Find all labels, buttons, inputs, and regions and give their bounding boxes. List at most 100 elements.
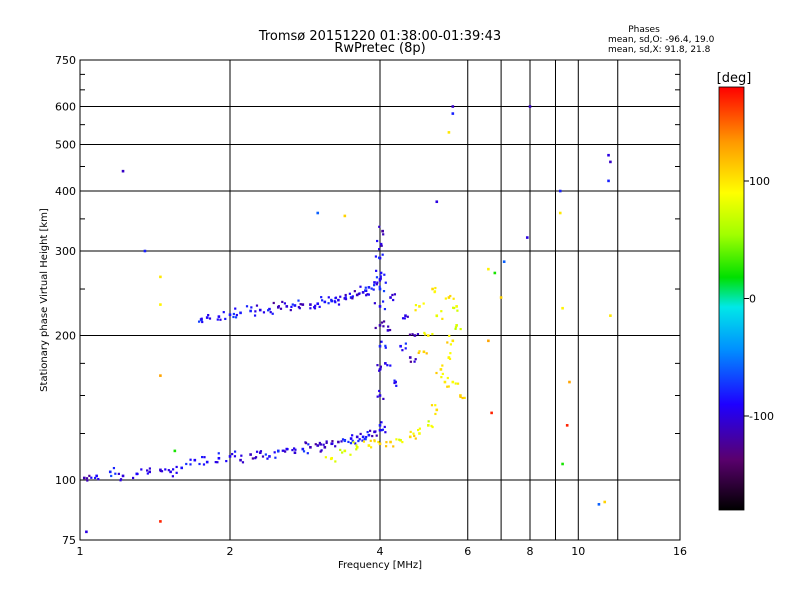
data-point: [378, 428, 382, 432]
data-point: [225, 459, 228, 463]
data-point: [373, 439, 376, 442]
data-point: [417, 428, 420, 432]
data-point: [267, 309, 270, 312]
data-point: [382, 397, 385, 401]
data-point: [378, 344, 382, 348]
data-point: [321, 299, 324, 302]
data-point: [395, 384, 398, 387]
data-point: [219, 318, 222, 321]
data-point: [121, 169, 125, 173]
data-point: [307, 443, 310, 446]
data-point: [228, 455, 232, 458]
data-point: [389, 440, 392, 444]
data-point: [373, 284, 376, 287]
data-point: [233, 455, 237, 458]
data-point: [159, 469, 162, 473]
data-point: [164, 468, 167, 471]
data-point: [234, 307, 237, 310]
data-point: [383, 273, 386, 276]
data-point: [430, 404, 434, 407]
data-point: [375, 276, 379, 279]
data-point: [231, 452, 234, 456]
data-point: [366, 293, 369, 296]
data-point: [441, 317, 444, 320]
data-point: [381, 300, 385, 303]
data-point: [388, 328, 392, 332]
data-point: [344, 293, 347, 297]
data-point: [379, 365, 383, 368]
data-point: [337, 440, 340, 444]
data-point: [449, 343, 452, 346]
data-point: [355, 448, 358, 451]
data-point: [376, 239, 379, 243]
data-point: [271, 312, 274, 315]
data-point: [306, 452, 309, 455]
x-tick-label: 10: [571, 545, 585, 558]
data-point: [403, 317, 406, 320]
data-point: [384, 445, 388, 448]
data-point: [394, 380, 397, 384]
data-point: [399, 438, 402, 442]
data-point: [456, 382, 460, 385]
data-point: [108, 470, 112, 474]
data-point: [609, 160, 612, 164]
data-point: [322, 443, 325, 446]
data-point: [382, 233, 385, 236]
data-point: [249, 453, 252, 456]
data-point: [558, 189, 562, 193]
y-tick-label: 600: [55, 101, 76, 114]
data-point: [422, 302, 425, 305]
data-point: [380, 340, 383, 343]
data-point: [364, 289, 367, 292]
data-point: [264, 453, 267, 456]
data-point: [334, 445, 337, 448]
data-point: [255, 450, 259, 453]
data-point: [427, 420, 430, 423]
data-point: [379, 271, 383, 275]
data-point: [302, 450, 306, 453]
data-point: [369, 429, 372, 432]
data-point: [448, 357, 452, 361]
data-point: [354, 442, 357, 445]
data-point: [426, 334, 430, 337]
data-point: [418, 350, 421, 353]
data-point: [389, 296, 392, 299]
data-point: [455, 324, 458, 327]
data-point: [367, 293, 370, 296]
data-point: [459, 395, 462, 399]
data-point: [376, 395, 379, 398]
data-point: [380, 421, 383, 424]
data-point: [250, 306, 253, 309]
data-point: [291, 303, 294, 306]
data-point: [339, 448, 342, 452]
data-point: [358, 438, 361, 441]
data-point: [375, 283, 378, 286]
data-point: [353, 290, 356, 293]
data-point: [391, 293, 394, 297]
data-point: [525, 236, 529, 239]
series-4: [85, 105, 612, 534]
data-point: [376, 281, 379, 284]
data-point: [361, 439, 364, 442]
data-point: [386, 329, 390, 332]
colorbar-label: [deg]: [717, 71, 752, 86]
data-point: [558, 211, 562, 215]
data-point: [309, 446, 312, 449]
data-point: [294, 448, 297, 451]
data-point: [392, 445, 395, 448]
data-point: [325, 440, 328, 443]
colorbar-ticks: 100 0 -100: [744, 175, 774, 423]
data-point: [343, 297, 347, 300]
data-point: [217, 456, 221, 460]
y-tick-label: 500: [55, 139, 76, 152]
data-point: [140, 468, 143, 471]
data-point: [276, 306, 280, 309]
data-point: [561, 462, 564, 466]
data-point: [352, 441, 355, 444]
data-point: [417, 351, 420, 354]
data-point: [408, 356, 412, 359]
phase-stats-x: mean, sd,X: 91.8, 21.8: [608, 45, 711, 55]
data-point: [309, 307, 312, 310]
data-point: [131, 476, 135, 480]
data-point: [159, 303, 162, 306]
